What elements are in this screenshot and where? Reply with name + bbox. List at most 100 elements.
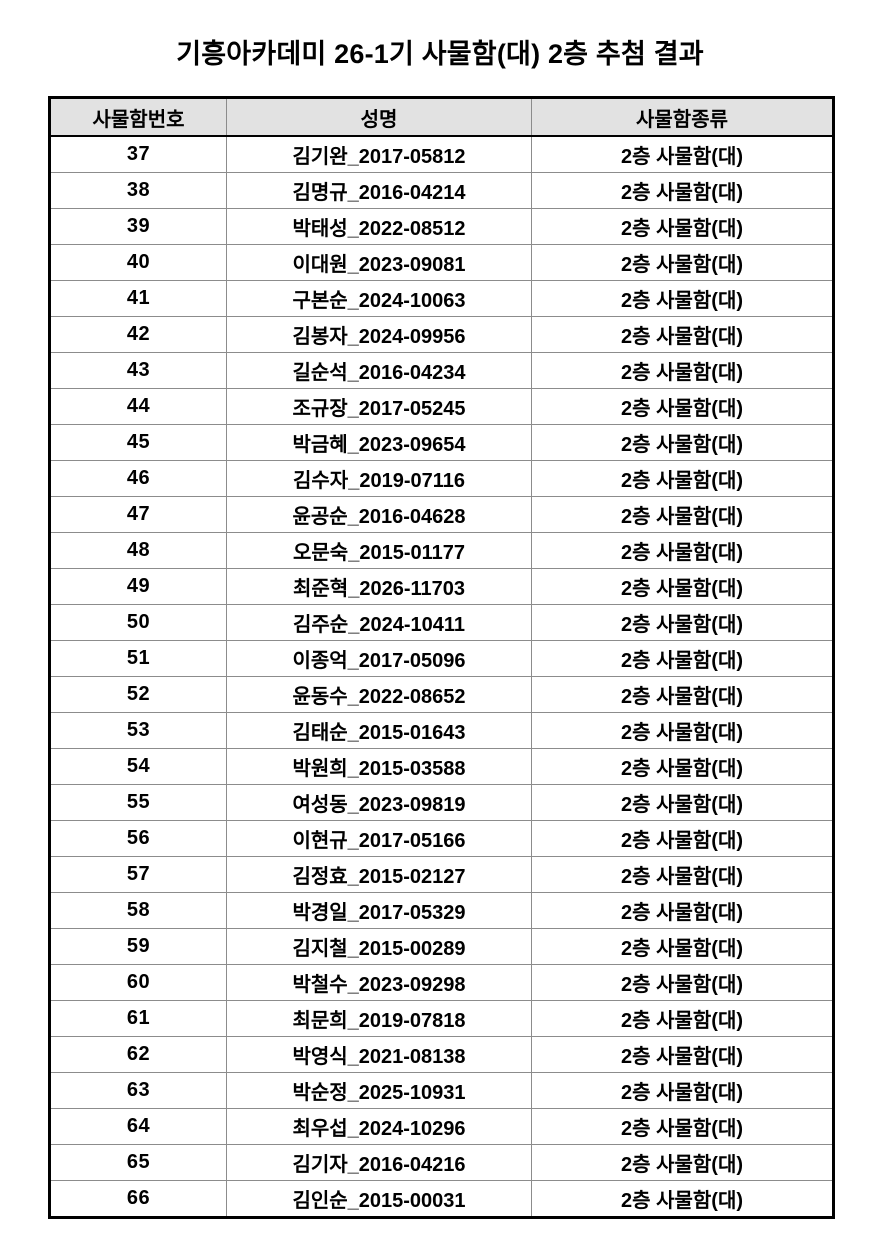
cell-student-name: 박영식_2021-08138 [226,1036,532,1073]
cell-student-name: 길순석_2016-04234 [226,352,532,389]
cell-locker-number: 55 [49,784,227,821]
cell-locker-number: 56 [49,820,227,857]
table-row: 51 이종억_2017-05096 2층 사물함(대) [49,640,834,677]
cell-student-name: 박경일_2017-05329 [226,892,532,929]
cell-locker-type: 2층 사물함(대) [531,496,834,533]
cell-locker-type: 2층 사물함(대) [531,352,834,389]
table-row: 48 오문숙_2015-01177 2층 사물함(대) [49,532,834,569]
cell-locker-number: 46 [49,460,227,497]
cell-locker-type: 2층 사물함(대) [531,280,834,317]
table-row: 40 이대원_2023-09081 2층 사물함(대) [49,244,834,281]
cell-locker-number: 59 [49,928,227,965]
cell-locker-type: 2층 사물함(대) [531,640,834,677]
table-row: 45 박금혜_2023-09654 2층 사물함(대) [49,424,834,461]
table-row: 55 여성동_2023-09819 2층 사물함(대) [49,784,834,821]
table-header: 사물함번호 성명 사물함종류 [49,97,834,137]
cell-locker-type: 2층 사물함(대) [531,568,834,605]
locker-table-container: 사물함번호 성명 사물함종류 37 김기완_2017-05812 2층 사물함(대)… [48,96,835,1219]
cell-locker-type: 2층 사물함(대) [531,604,834,641]
cell-student-name: 김인순_2015-00031 [226,1180,532,1218]
locker-assignment-table: 사물함번호 성명 사물함종류 37 김기완_2017-05812 2층 사물함(대)… [48,96,835,1219]
cell-locker-number: 44 [49,388,227,425]
cell-locker-number: 51 [49,640,227,677]
table-row: 42 김봉자_2024-09956 2층 사물함(대) [49,316,834,353]
cell-locker-type: 2층 사물함(대) [531,1108,834,1145]
cell-locker-number: 61 [49,1000,227,1037]
cell-locker-type: 2층 사물함(대) [531,856,834,893]
cell-locker-type: 2층 사물함(대) [531,136,834,173]
cell-student-name: 김지철_2015-00289 [226,928,532,965]
cell-locker-number: 41 [49,280,227,317]
cell-student-name: 박철수_2023-09298 [226,964,532,1001]
table-row: 60 박철수_2023-09298 2층 사물함(대) [49,964,834,1001]
cell-locker-number: 62 [49,1036,227,1073]
cell-locker-number: 52 [49,676,227,713]
cell-locker-number: 66 [49,1180,227,1218]
cell-locker-number: 45 [49,424,227,461]
table-row: 57 김정효_2015-02127 2층 사물함(대) [49,856,834,893]
cell-locker-type: 2층 사물함(대) [531,424,834,461]
cell-locker-type: 2층 사물함(대) [531,712,834,749]
table-row: 43 길순석_2016-04234 2층 사물함(대) [49,352,834,389]
table-row: 66 김인순_2015-00031 2층 사물함(대) [49,1180,834,1218]
cell-student-name: 최우섭_2024-10296 [226,1108,532,1145]
cell-locker-number: 38 [49,172,227,209]
table-row: 46 김수자_2019-07116 2층 사물함(대) [49,460,834,497]
table-row: 38 김명규_2016-04214 2층 사물함(대) [49,172,834,209]
table-header-row: 사물함번호 성명 사물함종류 [49,97,834,137]
cell-locker-number: 47 [49,496,227,533]
table-row: 65 김기자_2016-04216 2층 사물함(대) [49,1144,834,1181]
cell-locker-type: 2층 사물함(대) [531,964,834,1001]
table-row: 41 구본순_2024-10063 2층 사물함(대) [49,280,834,317]
column-header-name: 성명 [226,97,532,137]
table-row: 44 조규장_2017-05245 2층 사물함(대) [49,388,834,425]
table-row: 54 박원희_2015-03588 2층 사물함(대) [49,748,834,785]
cell-student-name: 오문숙_2015-01177 [226,532,532,569]
cell-locker-number: 57 [49,856,227,893]
table-row: 59 김지철_2015-00289 2층 사물함(대) [49,928,834,965]
cell-student-name: 박원희_2015-03588 [226,748,532,785]
table-row: 37 김기완_2017-05812 2층 사물함(대) [49,136,834,173]
cell-locker-number: 53 [49,712,227,749]
cell-locker-number: 40 [49,244,227,281]
cell-student-name: 김태순_2015-01643 [226,712,532,749]
cell-student-name: 여성동_2023-09819 [226,784,532,821]
cell-student-name: 윤공순_2016-04628 [226,496,532,533]
cell-student-name: 조규장_2017-05245 [226,388,532,425]
cell-student-name: 이대원_2023-09081 [226,244,532,281]
cell-locker-type: 2층 사물함(대) [531,1180,834,1218]
cell-student-name: 김기자_2016-04216 [226,1144,532,1181]
cell-locker-type: 2층 사물함(대) [531,1036,834,1073]
cell-student-name: 김봉자_2024-09956 [226,316,532,353]
cell-locker-type: 2층 사물함(대) [531,172,834,209]
cell-student-name: 이종억_2017-05096 [226,640,532,677]
cell-student-name: 박순정_2025-10931 [226,1072,532,1109]
cell-locker-number: 63 [49,1072,227,1109]
cell-locker-type: 2층 사물함(대) [531,820,834,857]
cell-student-name: 최준혁_2026-11703 [226,568,532,605]
cell-student-name: 김기완_2017-05812 [226,136,532,173]
table-row: 52 윤동수_2022-08652 2층 사물함(대) [49,676,834,713]
column-header-locker-number: 사물함번호 [49,97,227,137]
cell-locker-type: 2층 사물함(대) [531,532,834,569]
cell-student-name: 박태성_2022-08512 [226,208,532,245]
cell-student-name: 최문희_2019-07818 [226,1000,532,1037]
cell-locker-type: 2층 사물함(대) [531,748,834,785]
cell-student-name: 김정효_2015-02127 [226,856,532,893]
cell-locker-number: 37 [49,136,227,173]
table-body: 37 김기완_2017-05812 2층 사물함(대) 38 김명규_2016-0421… [49,136,834,1218]
cell-locker-number: 60 [49,964,227,1001]
cell-locker-number: 43 [49,352,227,389]
cell-locker-number: 39 [49,208,227,245]
cell-student-name: 윤동수_2022-08652 [226,676,532,713]
cell-student-name: 박금혜_2023-09654 [226,424,532,461]
cell-student-name: 김수자_2019-07116 [226,460,532,497]
cell-locker-number: 48 [49,532,227,569]
page-title: 기흥아카데미 26-1기 사물함(대) 2층 추첨 결과 [176,39,704,69]
table-row: 56 이현규_2017-05166 2층 사물함(대) [49,820,834,857]
cell-locker-type: 2층 사물함(대) [531,1144,834,1181]
cell-student-name: 김주순_2024-10411 [226,604,532,641]
cell-student-name: 이현규_2017-05166 [226,820,532,857]
cell-locker-type: 2층 사물함(대) [531,784,834,821]
table-row: 53 김태순_2015-01643 2층 사물함(대) [49,712,834,749]
